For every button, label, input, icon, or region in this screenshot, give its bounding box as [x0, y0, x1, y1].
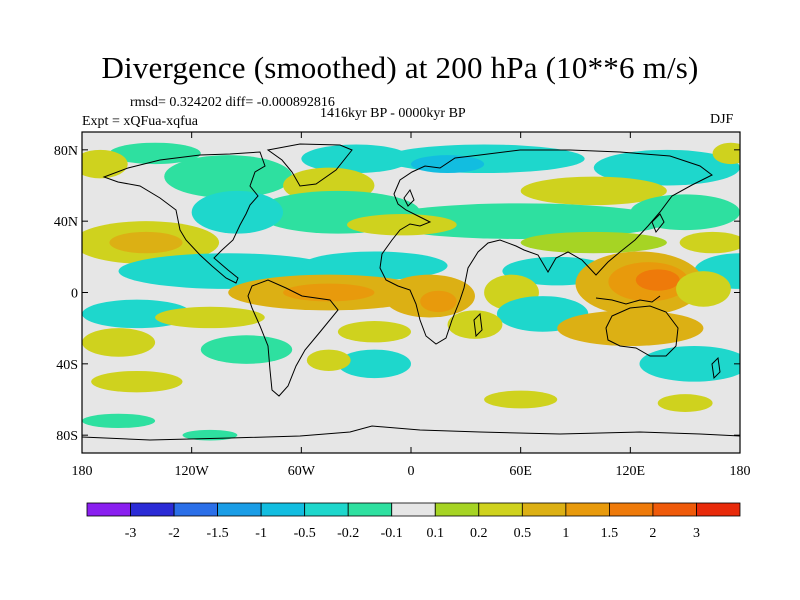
- colorbar-label-12: 2: [649, 526, 656, 541]
- coastlines: [82, 143, 740, 441]
- contour-region-36: [337, 321, 412, 343]
- australia-coast: [605, 305, 679, 357]
- contour-region-35: [82, 328, 156, 357]
- colorbar-swatch-7: [391, 502, 436, 517]
- contour-region-6: [82, 149, 128, 179]
- contour-region-30: [676, 271, 731, 307]
- japan-coast: [651, 213, 665, 233]
- new-zealand-coast: [711, 356, 721, 380]
- colorbar-label-11: 1.5: [601, 526, 619, 541]
- contour-region-40: [639, 346, 740, 382]
- colorbar-label-5: -0.2: [337, 526, 359, 541]
- contour-region-1: [301, 144, 411, 174]
- lat-label-0: 80N: [54, 144, 78, 159]
- rmsd-text: rmsd= 0.324202 diff= -0.000892816: [130, 95, 335, 110]
- map-title: Divergence (smoothed) at 200 hPa (10**6 …: [101, 50, 699, 85]
- colorbar-label-0: -3: [125, 526, 137, 541]
- colorbar-swatch-14: [696, 502, 741, 517]
- colorbar-label-4: -0.5: [294, 526, 316, 541]
- antarctica-coast: [82, 425, 740, 441]
- contour-region-8: [520, 176, 667, 206]
- contour-region-9: [712, 142, 740, 165]
- colorbar-label-13: 3: [693, 526, 700, 541]
- season-label: DJF: [710, 112, 734, 127]
- colorbar-label-6: -0.1: [381, 526, 403, 541]
- lon-label-5: 120E: [616, 464, 646, 479]
- colorbar-swatch-10: [521, 502, 567, 517]
- lat-label-3: 40S: [56, 358, 78, 373]
- lon-label-4: 60E: [509, 464, 532, 479]
- contour-region-15: [109, 231, 183, 254]
- lon-label-6: 180: [730, 464, 751, 479]
- contour-region-44: [82, 413, 156, 429]
- contour-fills: [82, 142, 740, 441]
- colorbar-label-7: 0.1: [427, 526, 445, 541]
- contour-region-13: [630, 194, 740, 231]
- colorbar-swatch-8: [434, 502, 480, 517]
- contour-region-16: [347, 214, 457, 236]
- colorbar-label-3: -1: [255, 526, 267, 541]
- indonesia-coast: [595, 295, 661, 305]
- lon-label-0: 180: [72, 464, 93, 479]
- contour-region-3: [411, 155, 485, 174]
- colorbar-label-1: -2: [168, 526, 180, 541]
- greenland-coast: [266, 143, 353, 187]
- contour-region-18: [679, 231, 740, 254]
- lat-label-2: 0: [71, 287, 78, 302]
- contour-region-5: [109, 142, 201, 165]
- contour-region-42: [91, 370, 183, 393]
- colorbar-label-2: -1.5: [207, 526, 229, 541]
- contour-region-25: [283, 283, 375, 302]
- madagascar-coast: [473, 312, 483, 338]
- south-america-coast: [247, 279, 339, 397]
- contour-region-46: [657, 394, 713, 412]
- contour-region-34: [155, 306, 265, 329]
- north-america-coast: [102, 151, 266, 284]
- contour-region-41: [337, 349, 412, 379]
- contour-region-45: [484, 390, 558, 409]
- contour-region-26: [420, 290, 457, 313]
- contour-region-0: [164, 155, 293, 198]
- period-label: 1416kyr BP - 0000kyr BP: [320, 106, 466, 121]
- colorbar-swatch-3: [217, 502, 262, 517]
- contour-region-29: [635, 269, 680, 291]
- axis-ticks: 80N 40N 0 40S 80S 180 120W 60W 0 60E 120E 180: [54, 132, 751, 479]
- contour-region-20: [301, 251, 448, 281]
- contour-region-43: [306, 349, 351, 371]
- contour-region-11: [191, 190, 284, 234]
- colorbar-label-9: 0.5: [514, 526, 532, 541]
- colorbar-swatch-0: [86, 502, 131, 517]
- colorbar-swatch-11: [565, 502, 610, 517]
- contour-region-37: [557, 310, 704, 346]
- eurasia-africa-coast: [379, 149, 713, 345]
- lat-label-1: 40N: [54, 215, 78, 230]
- lon-label-2: 60W: [288, 464, 316, 479]
- colorbar-swatch-1: [130, 502, 175, 517]
- lon-label-3: 0: [408, 464, 415, 479]
- colorbar-swatch-5: [304, 502, 349, 517]
- colorbar-swatch-6: [347, 502, 393, 517]
- colorbar-swatch-12: [609, 502, 654, 517]
- colorbar-label-8: 0.2: [470, 526, 488, 541]
- contour-region-39: [200, 335, 293, 364]
- colorbar-swatch-9: [478, 502, 523, 517]
- colorbar: -3 -2 -1.5 -1 -0.5 -0.2 -0.1 0.1 0.2 0.5 1 1.5 2 3: [86, 502, 741, 541]
- colorbar-label-10: 1: [562, 526, 569, 541]
- contour-region-17: [520, 231, 667, 254]
- lat-label-4: 80S: [56, 429, 78, 444]
- contour-region-4: [593, 149, 740, 186]
- experiment-label: Expt = xQFua-xqfua: [82, 114, 198, 129]
- colorbar-swatch-2: [173, 502, 218, 517]
- british-isles-coast: [403, 188, 415, 207]
- contour-region-2: [383, 144, 585, 174]
- colorbar-swatch-13: [652, 502, 697, 517]
- lon-label-1: 120W: [175, 464, 210, 479]
- colorbar-swatch-4: [260, 502, 306, 517]
